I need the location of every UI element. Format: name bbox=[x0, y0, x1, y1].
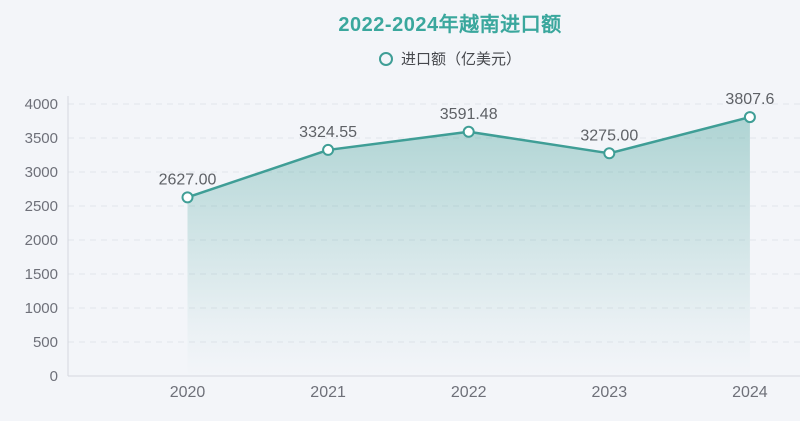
legend[interactable]: 进口额（亿美元） bbox=[378, 48, 521, 69]
data-point-marker[interactable] bbox=[743, 111, 756, 124]
y-axis-tick-label: 0 bbox=[50, 368, 58, 385]
chart-header: 2022-2024年越南进口额 进口额（亿美元） bbox=[0, 8, 800, 71]
chart-title: 2022-2024年越南进口额 bbox=[338, 14, 562, 36]
y-axis-tick-label: 3000 bbox=[25, 164, 58, 181]
data-point-label: 2627.00 bbox=[159, 171, 217, 188]
x-axis-tick-label: 2022 bbox=[451, 384, 487, 401]
y-axis-tick-label: 4000 bbox=[25, 96, 58, 113]
data-point-label: 3807.6 bbox=[725, 91, 774, 108]
x-axis-tick-label: 2020 bbox=[170, 384, 206, 401]
data-point-marker[interactable] bbox=[181, 191, 194, 204]
legend-circle-icon bbox=[378, 51, 393, 66]
data-point-marker[interactable] bbox=[603, 147, 616, 160]
x-axis-tick-label: 2021 bbox=[310, 384, 346, 401]
area-fill bbox=[187, 117, 750, 377]
y-axis-tick-label: 3500 bbox=[25, 130, 58, 147]
data-point-label: 3324.55 bbox=[299, 124, 357, 141]
y-axis-tick-label: 1000 bbox=[25, 300, 58, 317]
y-axis-tick-label: 2500 bbox=[25, 198, 58, 215]
y-axis-tick-label: 1500 bbox=[25, 266, 58, 283]
legend-label: 进口额（亿美元） bbox=[400, 51, 521, 68]
x-axis-tick-label: 2024 bbox=[732, 384, 768, 401]
data-point-marker[interactable] bbox=[322, 143, 335, 156]
x-axis-tick-label: 2023 bbox=[592, 384, 628, 401]
y-axis-tick-label: 2000 bbox=[25, 232, 58, 249]
y-axis-tick-label: 500 bbox=[33, 334, 58, 351]
data-point-marker[interactable] bbox=[462, 125, 475, 138]
data-point-label: 3591.48 bbox=[440, 106, 498, 123]
data-point-label: 3275.00 bbox=[580, 127, 638, 144]
